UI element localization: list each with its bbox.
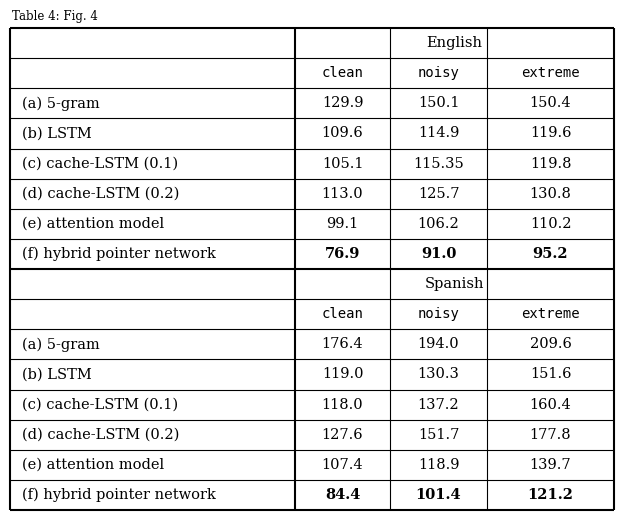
Text: 160.4: 160.4 [530,397,572,412]
Text: 150.4: 150.4 [530,96,572,110]
Text: 127.6: 127.6 [322,428,363,442]
Text: 151.7: 151.7 [418,428,459,442]
Text: 119.6: 119.6 [530,126,571,140]
Text: (f) hybrid pointer network: (f) hybrid pointer network [22,247,216,261]
Text: (d) cache-LSTM (0.2): (d) cache-LSTM (0.2) [22,428,179,442]
Text: 91.0: 91.0 [421,247,456,261]
Text: 119.0: 119.0 [322,367,363,381]
Text: (c) cache-LSTM (0.1): (c) cache-LSTM (0.1) [22,156,178,170]
Text: 101.4: 101.4 [416,488,461,502]
Text: 107.4: 107.4 [322,458,363,472]
Text: 129.9: 129.9 [322,96,363,110]
Text: 110.2: 110.2 [530,217,571,231]
Text: 95.2: 95.2 [533,247,568,261]
Text: English: English [426,36,482,50]
Text: 99.1: 99.1 [326,217,359,231]
Text: extreme: extreme [521,307,580,321]
Text: 121.2: 121.2 [527,488,573,502]
Text: 177.8: 177.8 [530,428,572,442]
Text: 115.35: 115.35 [413,156,464,170]
Text: 130.8: 130.8 [530,186,572,200]
Text: clean: clean [321,66,363,80]
Text: 114.9: 114.9 [418,126,459,140]
Text: 76.9: 76.9 [325,247,360,261]
Text: 113.0: 113.0 [322,186,363,200]
Text: 139.7: 139.7 [530,458,572,472]
Text: 118.9: 118.9 [417,458,459,472]
Text: 150.1: 150.1 [417,96,459,110]
Text: 176.4: 176.4 [322,337,363,351]
Text: 118.0: 118.0 [322,397,363,412]
Text: 125.7: 125.7 [417,186,459,200]
Text: 137.2: 137.2 [417,397,459,412]
Text: noisy: noisy [417,307,459,321]
Text: Table 4: Fig. 4: Table 4: Fig. 4 [12,10,98,23]
Text: (e) attention model: (e) attention model [22,458,164,472]
Text: (a) 5-gram: (a) 5-gram [22,96,100,110]
Text: 130.3: 130.3 [417,367,459,381]
Text: Spanish: Spanish [425,277,484,291]
Text: 84.4: 84.4 [325,488,360,502]
Text: (c) cache-LSTM (0.1): (c) cache-LSTM (0.1) [22,397,178,412]
Text: 109.6: 109.6 [321,126,363,140]
Text: 119.8: 119.8 [530,156,571,170]
Text: extreme: extreme [521,66,580,80]
Text: (f) hybrid pointer network: (f) hybrid pointer network [22,488,216,502]
Text: noisy: noisy [417,66,459,80]
Text: 194.0: 194.0 [417,337,459,351]
Text: (a) 5-gram: (a) 5-gram [22,337,100,352]
Text: (d) cache-LSTM (0.2): (d) cache-LSTM (0.2) [22,186,179,200]
Text: (b) LSTM: (b) LSTM [22,126,92,140]
Text: 151.6: 151.6 [530,367,571,381]
Text: (e) attention model: (e) attention model [22,217,164,231]
Text: (b) LSTM: (b) LSTM [22,367,92,381]
Text: 209.6: 209.6 [530,337,572,351]
Text: 106.2: 106.2 [417,217,459,231]
Text: clean: clean [321,307,363,321]
Text: 105.1: 105.1 [322,156,363,170]
